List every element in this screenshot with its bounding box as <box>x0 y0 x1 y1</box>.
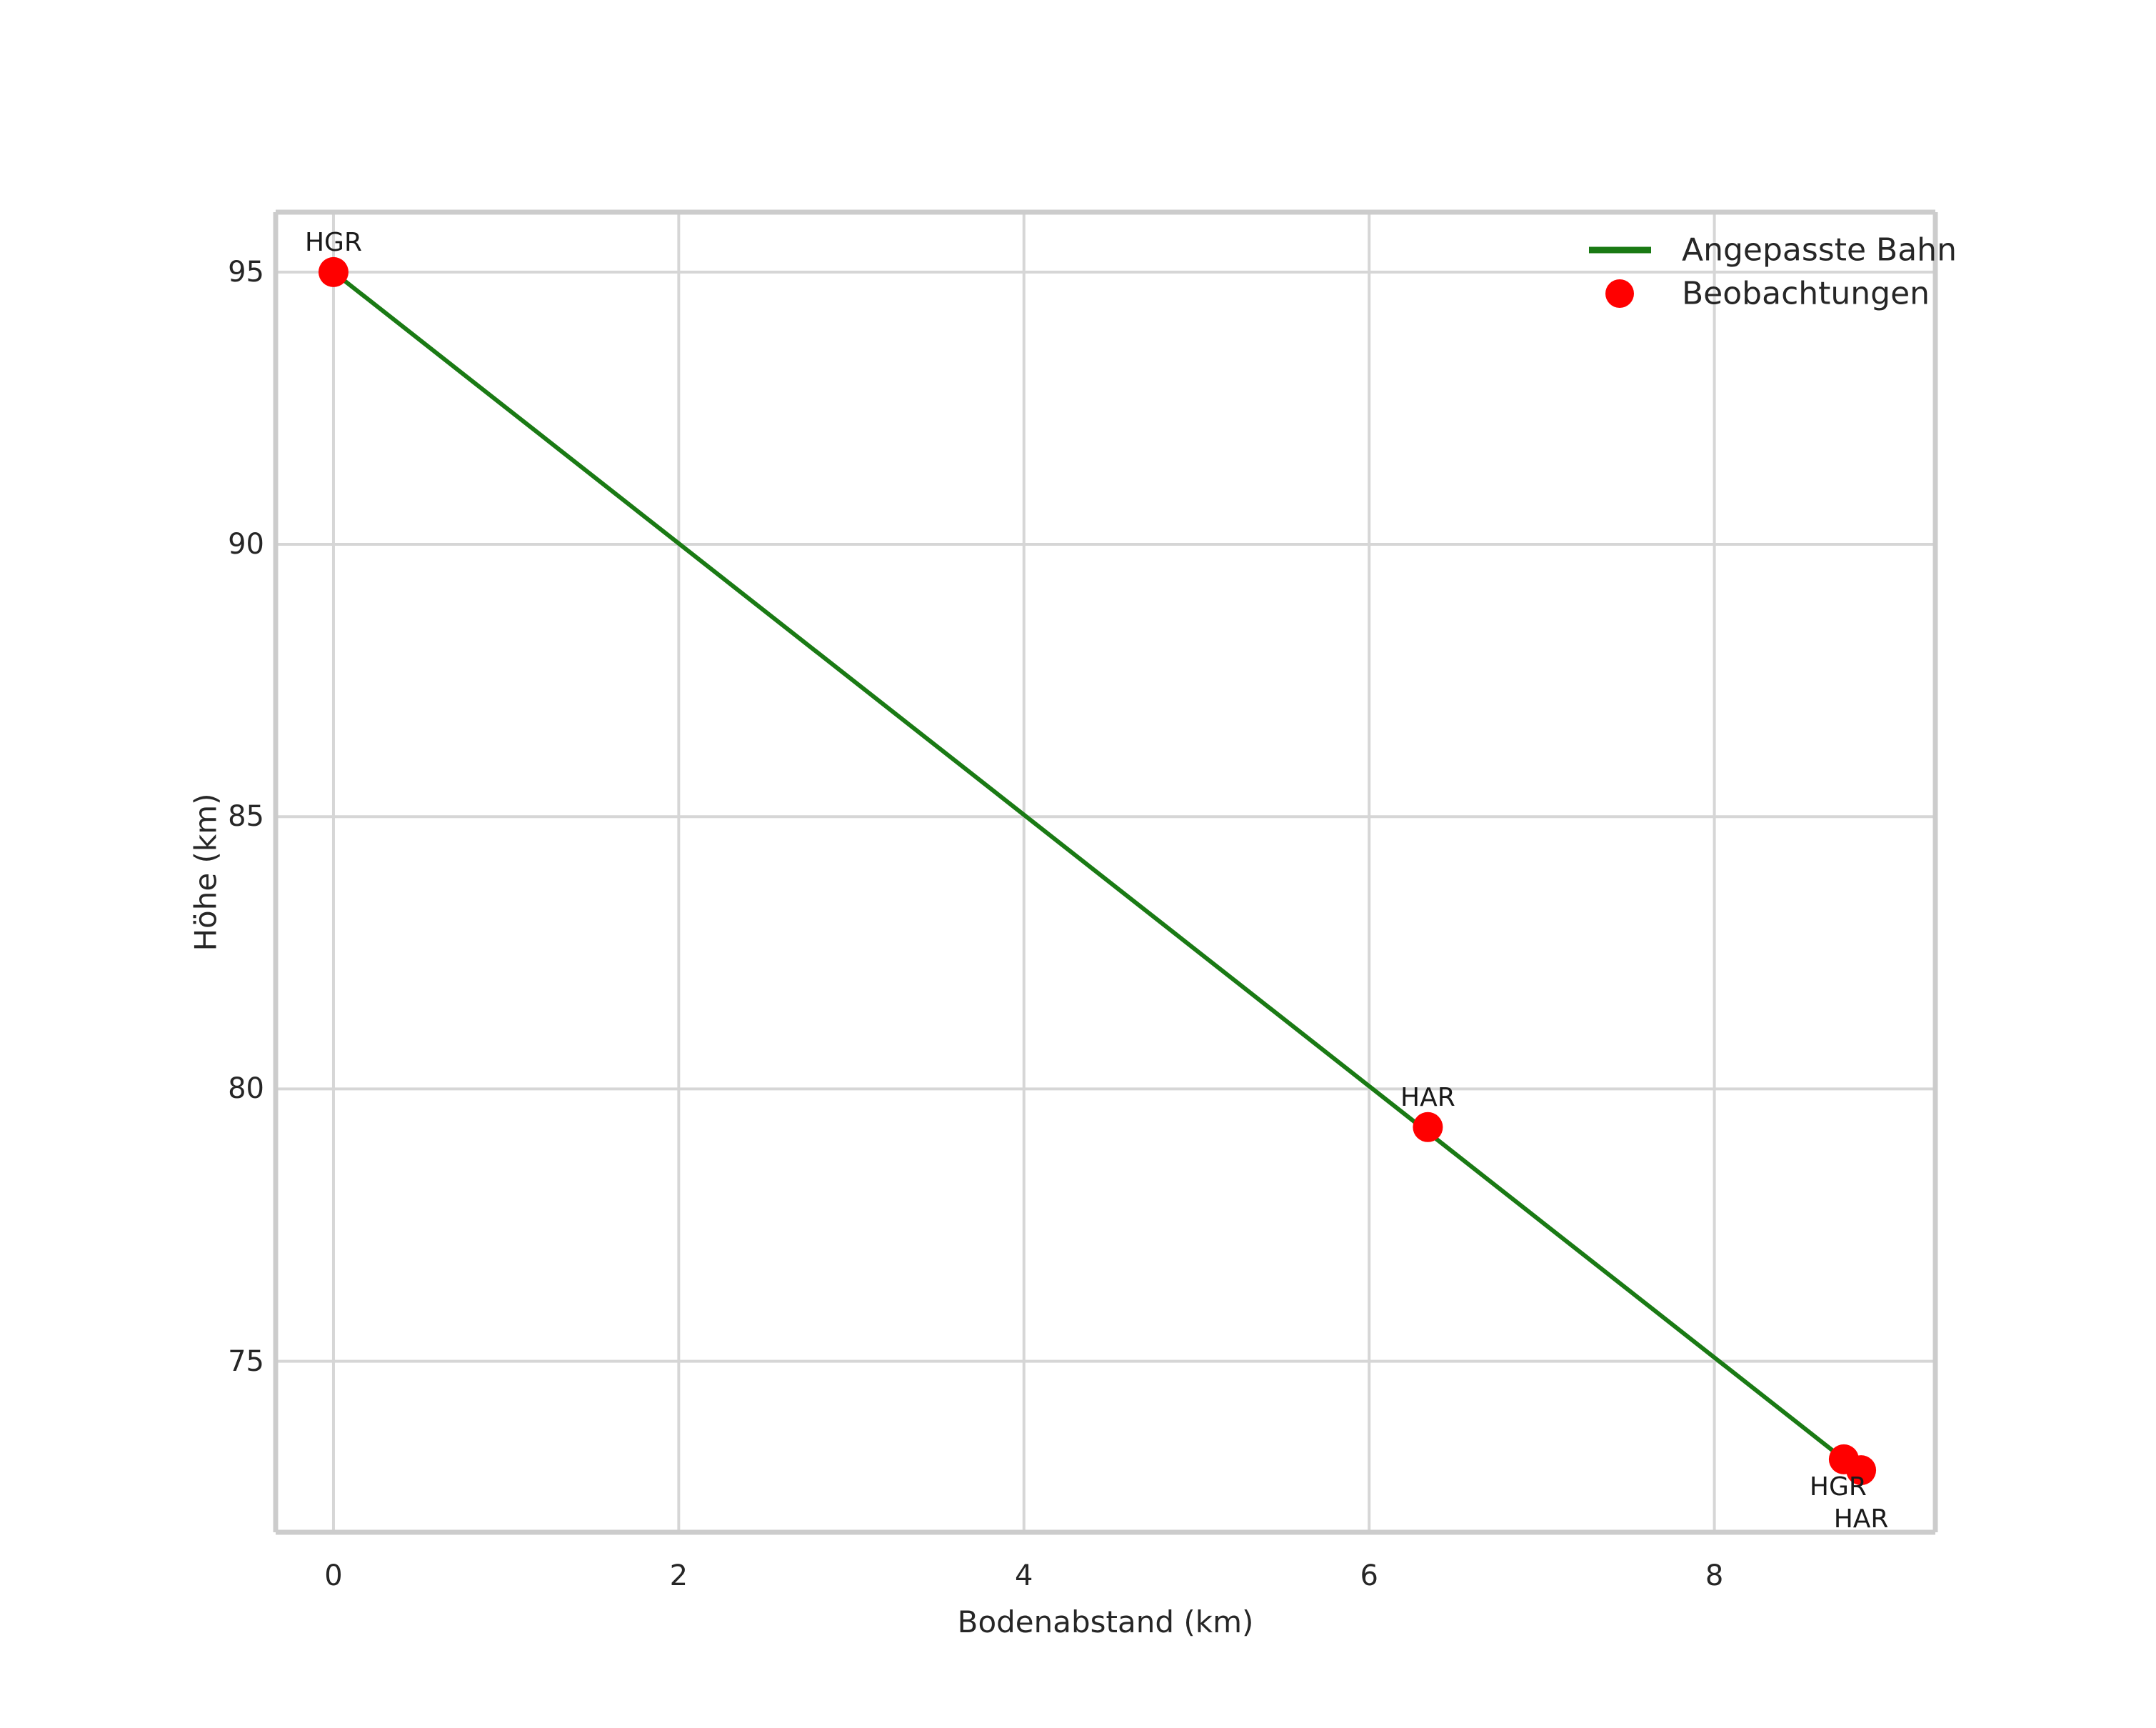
x-tick-label: 6 <box>1360 1559 1378 1592</box>
y-tick-label: 90 <box>228 528 264 561</box>
y-gridlines <box>276 270 1935 1363</box>
point-label: HAR <box>1833 1504 1889 1534</box>
x-axis-title: Bodenabstand (km) <box>957 1604 1254 1639</box>
observation-markers <box>318 256 1877 1486</box>
axes-spines <box>273 209 1938 1535</box>
y-tick-label: 75 <box>228 1344 264 1378</box>
y-tick-label: 80 <box>228 1072 264 1106</box>
legend-item-fitted-trajectory: Angepasste Bahn <box>1682 231 1957 269</box>
x-tick-label: 8 <box>1705 1559 1724 1592</box>
y-tick-label: 85 <box>228 800 264 834</box>
point-label: HGR <box>304 227 362 257</box>
fitted-trajectory-line <box>331 269 1846 1462</box>
legend-item-observations: Beobachtungen <box>1682 275 1930 312</box>
x-tick-label: 4 <box>1015 1559 1033 1592</box>
legend-marker-swatch <box>1605 279 1634 308</box>
y-tick-label: 95 <box>228 255 264 289</box>
point-label: HGR <box>1809 1472 1867 1502</box>
legend-graphics <box>1589 246 1651 308</box>
y-axis-title: Höhe (km) <box>188 793 224 952</box>
point-label: HAR <box>1400 1082 1455 1112</box>
x-tick-label: 2 <box>669 1559 688 1592</box>
x-gridlines <box>331 212 1716 1532</box>
x-tick-label: 0 <box>324 1559 343 1592</box>
